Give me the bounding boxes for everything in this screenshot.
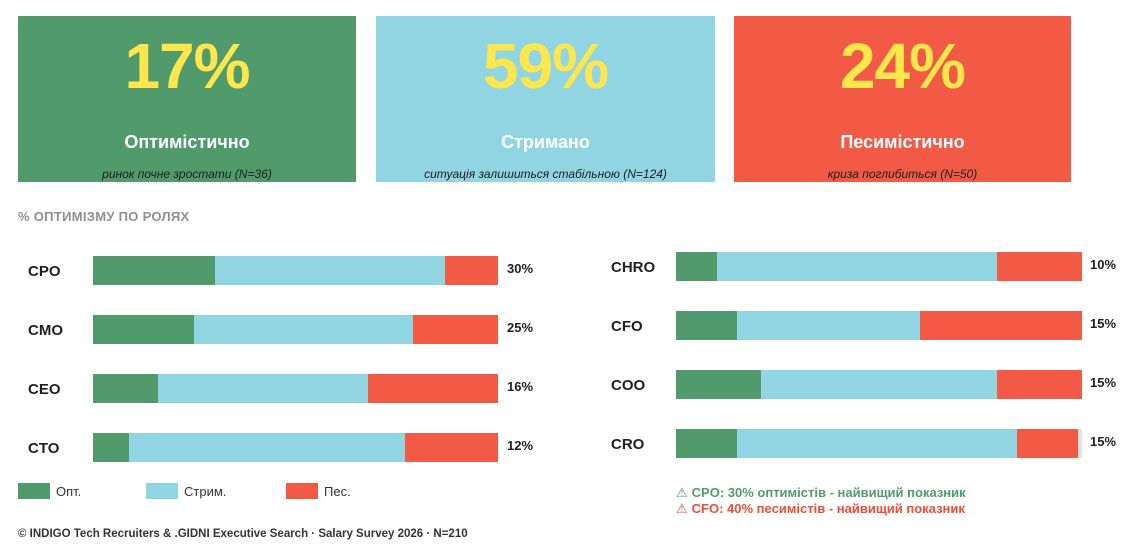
data-label: 15% [1090,434,1117,449]
legend-swatch [18,483,50,499]
stacked-bar [676,429,1082,458]
bar-segment-moderate [716,252,997,281]
data-label: 15% [1090,375,1117,390]
data-label: 30% [507,261,534,276]
note-text: CFO: 40% песимістів - найвищий показник [691,501,965,516]
bar-segment-moderate [157,374,369,403]
card-value: 17% [124,30,250,102]
warning-icon: ⚠ [676,501,688,516]
legend-swatch [146,483,178,499]
bar-segment-pessimistic [996,252,1082,281]
note-text: CPO: 30% оптимістів - найвищий показник [691,485,966,500]
category-label: CEO [28,381,61,398]
bar-segment-pessimistic [412,315,498,344]
chart-legend: Опт. Стрим. Пес. [18,483,351,499]
legend-label: Пес. [324,483,351,499]
category-label: CPO [28,263,61,280]
data-label: 12% [507,438,534,453]
category-label: CMO [28,322,63,339]
card-title: Оптимістично [124,132,250,152]
bar-segment-optimistic [93,433,130,462]
bar-segment-optimistic [676,252,717,281]
bar-segment-moderate [761,370,997,399]
legend-item-moderate: Стрим. [146,483,286,499]
bar-segment-pessimistic [445,256,498,285]
card-title: Стримано [501,132,590,152]
bar-segment-moderate [214,256,446,285]
data-label: 16% [507,379,534,394]
summary-card-moderate: 59% Стримано ситуація залишиться стабіль… [376,16,715,182]
category-label: CRO [611,436,645,453]
bar-segment-optimistic [676,311,737,340]
bar-segment-pessimistic [919,311,1082,340]
bar-segment-moderate [194,315,413,344]
bar-segment-moderate [129,433,405,462]
stacked-bar [676,370,1082,399]
card-value: 59% [482,30,609,102]
stacked-bar [93,433,498,462]
warning-icon: ⚠ [676,485,688,500]
footer-credits: © INDIGO Tech Recruiters & .GIDNI Execut… [18,528,468,540]
category-label: CTO [28,440,60,457]
legend-item-optimistic: Опт. [18,483,146,499]
card-subtitle: ринок почне зростати (N=36) [102,167,272,181]
bar-segment-optimistic [93,315,195,344]
category-label: CHRO [611,259,656,276]
stacked-bar [93,256,498,285]
section-title: % ОПТИМІЗМУ ПО РОЛЯХ [18,209,190,224]
stacked-bar [93,374,498,403]
bar-segment-moderate [736,311,920,340]
card-title: Песимістично [840,132,965,152]
summary-card-pessimistic: 24% Песимістично криза поглибиться (N=50… [734,16,1071,182]
bar-segment-optimistic [676,429,737,458]
legend-label: Опт. [56,483,82,499]
bar-segment-pessimistic [368,374,498,403]
stacked-bar [93,315,498,344]
stacked-bar [676,252,1082,281]
bar-segment-pessimistic [404,433,498,462]
bar-segment-optimistic [93,374,158,403]
summary-card-optimistic: 17% Оптимістично ринок почне зростати (N… [18,16,356,182]
data-label: 15% [1090,316,1117,331]
legend-label: Стрим. [184,483,227,499]
bar-segment-pessimistic [1017,429,1078,458]
insight-note-cfo: ⚠ CFO: 40% песимістів - найвищий показник [676,501,965,517]
card-subtitle: криза поглибиться (N=50) [827,167,978,181]
bar-segment-pessimistic [996,370,1082,399]
bar-segment-optimistic [676,370,762,399]
data-label: 25% [507,320,534,335]
bar-segment-optimistic [93,256,215,285]
bar-segment-moderate [736,429,1018,458]
category-label: COO [611,377,646,394]
category-label: CFO [611,318,643,335]
insight-note-cpo: ⚠ CPO: 30% оптимістів - найвищий показник [676,485,966,501]
card-value: 24% [839,30,966,102]
card-subtitle: ситуація залишиться стабільною (N=124) [424,167,667,181]
legend-item-pessimistic: Пес. [286,483,351,499]
data-label: 10% [1090,257,1117,272]
legend-swatch [286,483,318,499]
stacked-bar [676,311,1082,340]
